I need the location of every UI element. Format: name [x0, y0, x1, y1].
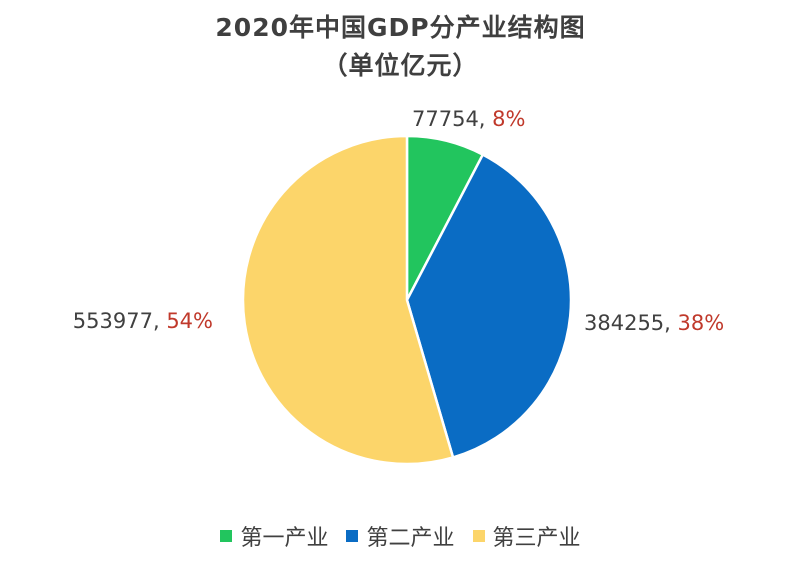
chart-subtitle: （单位亿元） — [322, 51, 479, 80]
legend-swatch-primary — [220, 530, 233, 542]
pie-label-tertiary-value: 553977, — [73, 309, 167, 333]
legend-item-primary[interactable]: 第一产业 — [220, 520, 328, 552]
pie-label-tertiary: 553977, 54% — [73, 309, 213, 333]
legend-item-tertiary[interactable]: 第三产业 — [472, 520, 581, 552]
chart-title: 2020年中国GDP分产业结构图 — [215, 13, 586, 42]
legend-item-secondary[interactable]: 第二产业 — [346, 520, 455, 552]
legend: 第一产业 第二产业 第三产业 — [0, 520, 801, 552]
pie-label-primary-percent: 8% — [492, 107, 525, 131]
pie-label-tertiary-percent: 54% — [166, 309, 213, 333]
pie-slice-secondary[interactable] — [405, 152, 573, 459]
legend-label-primary: 第一产业 — [240, 526, 329, 551]
pie-slice-tertiary[interactable] — [241, 134, 455, 466]
pie-label-secondary-value: 384255, — [584, 311, 678, 335]
pie-label-primary-value: 77754, — [412, 107, 492, 131]
pie-label-secondary-percent: 38% — [678, 311, 725, 335]
legend-swatch-tertiary — [472, 530, 485, 542]
legend-label-secondary: 第二产业 — [366, 526, 455, 551]
pie-label-primary: 77754, 8% — [412, 107, 525, 131]
legend-label-tertiary: 第三产业 — [492, 526, 581, 551]
legend-swatch-secondary — [346, 530, 359, 542]
pie-label-secondary: 384255, 38% — [584, 311, 724, 335]
